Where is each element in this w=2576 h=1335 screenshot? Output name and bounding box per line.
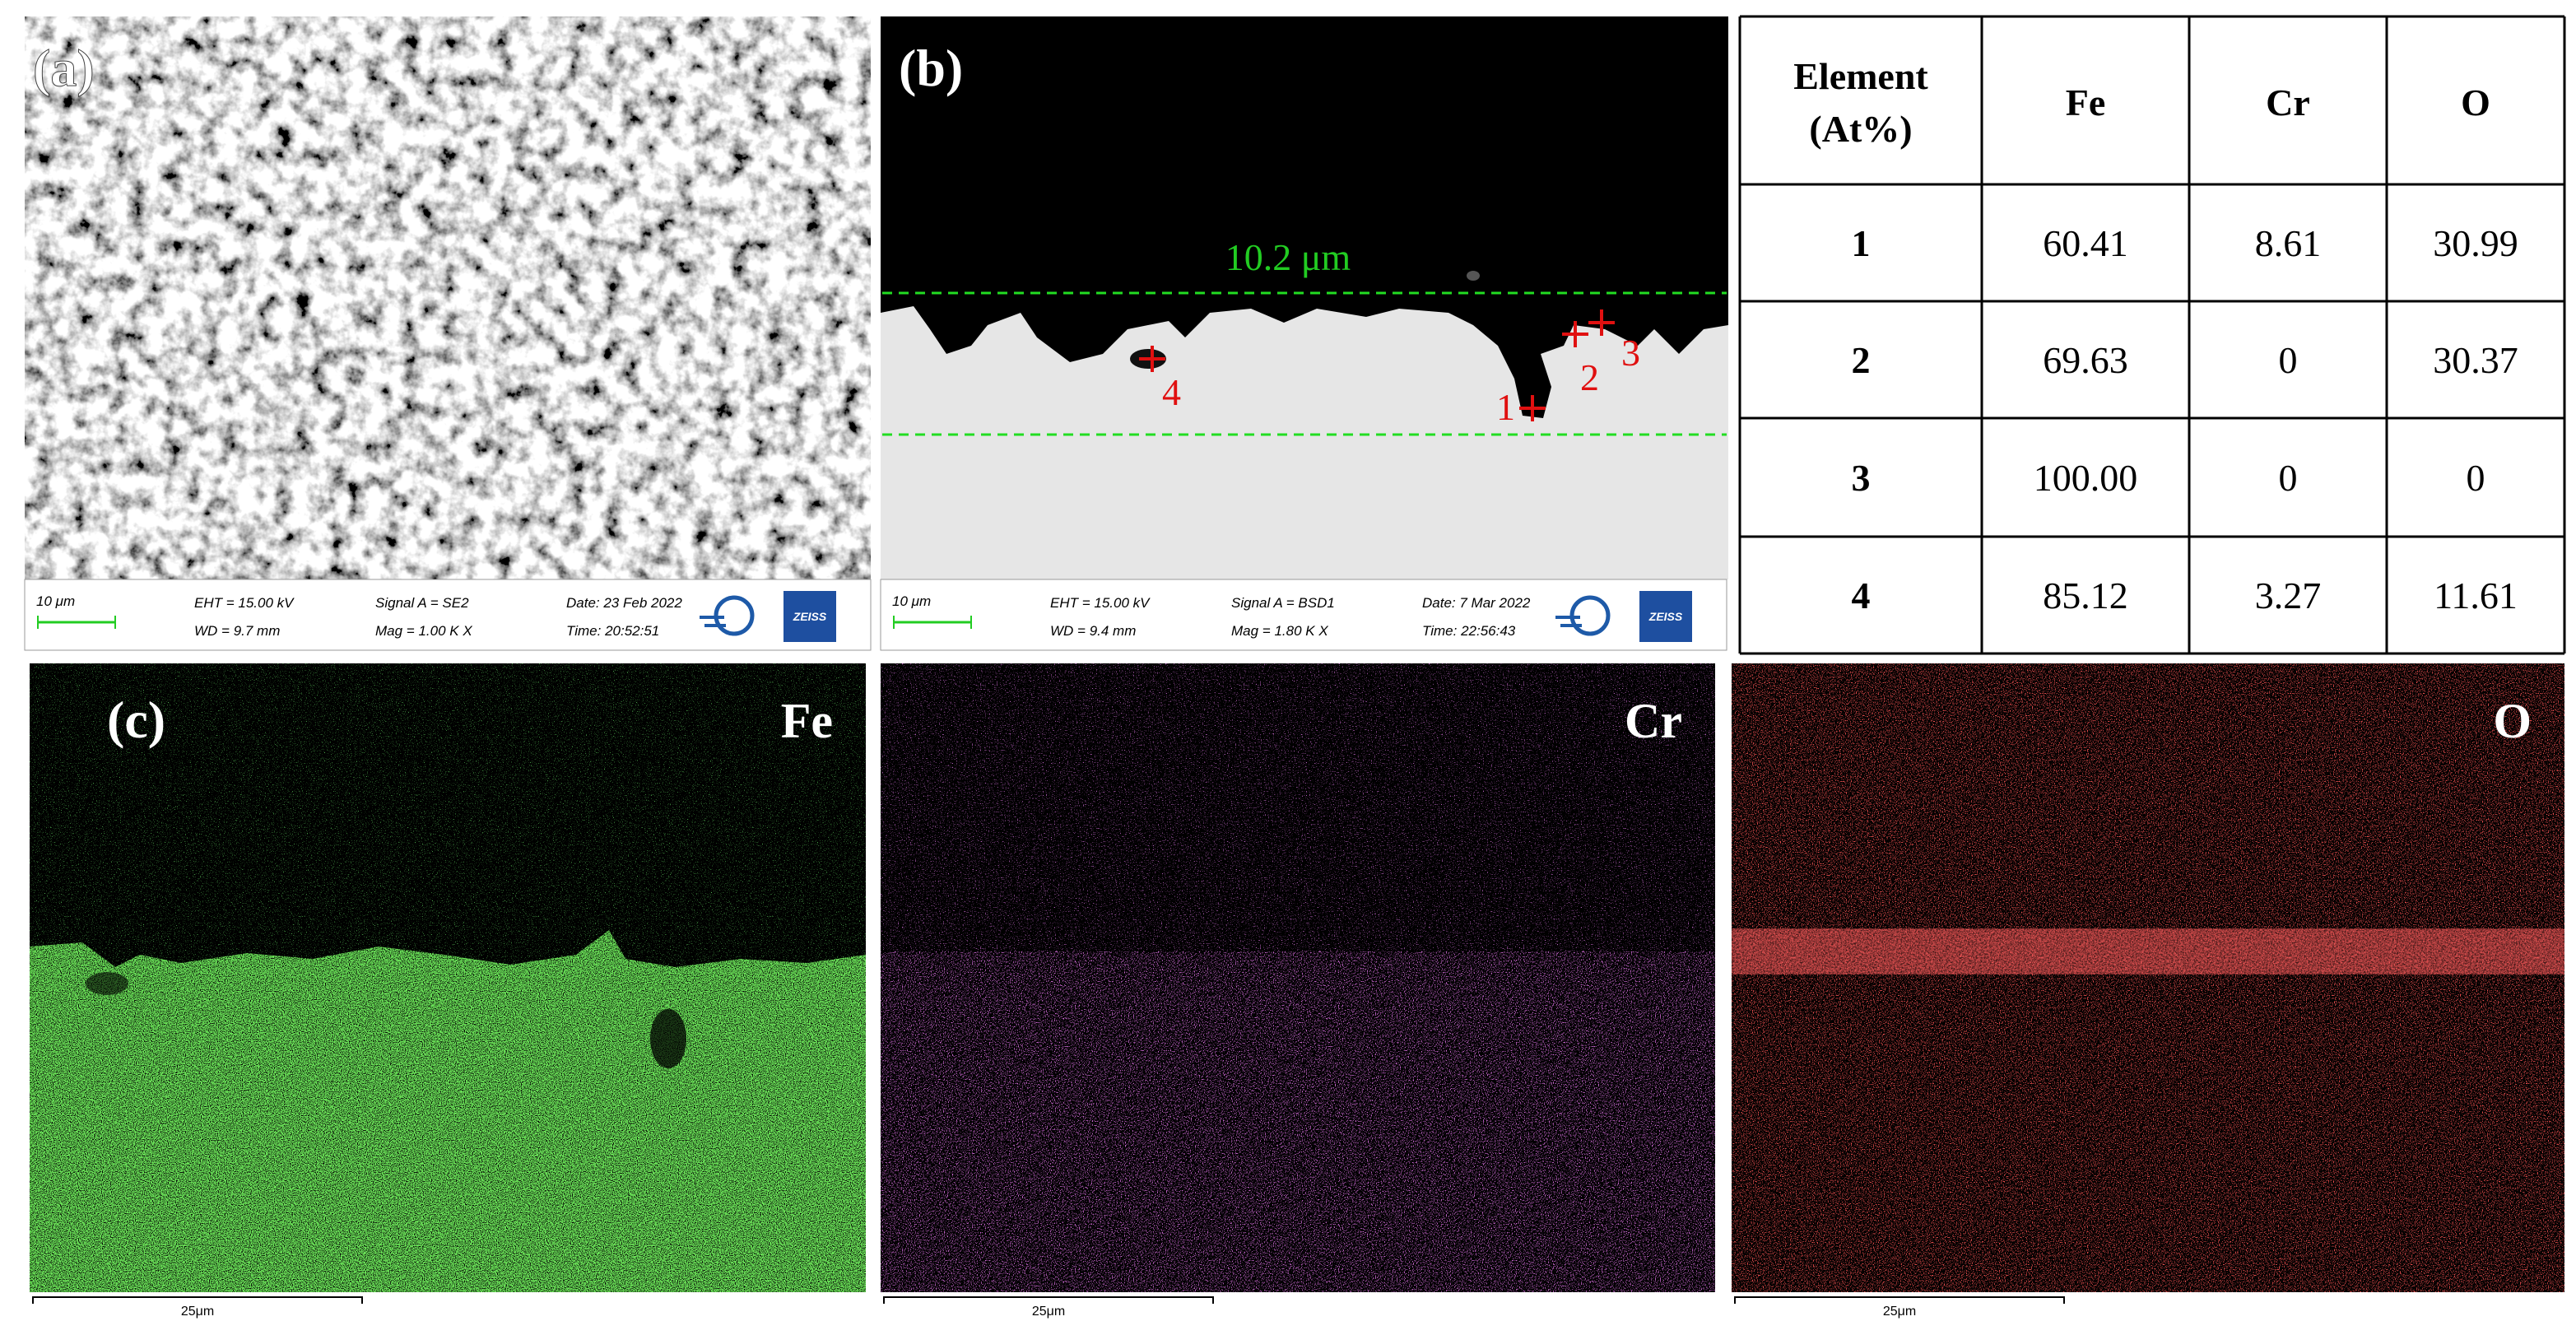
header-cell: O	[2461, 81, 2490, 123]
sem-image	[25, 16, 871, 579]
scale-label: 25μm	[1883, 1305, 1916, 1319]
scale-bar	[883, 1296, 1214, 1304]
table-cell: 11.61	[2434, 574, 2518, 616]
info-wd: WD = 9.4 mm	[1050, 623, 1136, 639]
info-mag: Mag = 1.80 K X	[1231, 623, 1328, 639]
panel-label: (c)	[107, 691, 165, 749]
element-label: Fe	[781, 694, 833, 748]
particle	[1467, 271, 1480, 281]
table-cell: 4	[1852, 574, 1871, 616]
logo	[700, 616, 726, 627]
eds-maps: (c) Fe 25μm Cr 25μm O 25μm	[30, 663, 2564, 1319]
table-cell: 3.27	[2255, 574, 2322, 616]
scale-bar	[32, 1296, 363, 1304]
table-cell: 100.00	[2034, 457, 2138, 499]
header-unit: (At%)	[1809, 108, 1912, 150]
brand-box	[783, 591, 836, 642]
header-cell: Element	[1793, 55, 1928, 97]
info-signal: Signal A = SE2	[375, 595, 469, 611]
info-date: Date: 7 Mar 2022	[1422, 595, 1531, 611]
point-label: 2	[1580, 356, 1599, 398]
fe-depletion	[86, 972, 128, 995]
header-cell: Fe	[2066, 81, 2106, 123]
panel-label: (b)	[899, 39, 963, 97]
element-label: O	[2493, 694, 2532, 748]
table-cell: 0	[2467, 457, 2485, 499]
info-bar: 10 μm EHT = 15.00 kV WD = 9.4 mm Signal A =…	[880, 579, 1727, 651]
brand-box	[1639, 591, 1692, 642]
scale-label: 10 μm	[36, 593, 75, 609]
info-eht: EHT = 15.00 kV	[194, 595, 295, 611]
thickness-label: 10.2 μm	[1225, 236, 1351, 278]
info-mag: Mag = 1.00 K X	[375, 623, 472, 639]
scale-label: 25μm	[181, 1305, 214, 1319]
scale-bar	[1734, 1296, 2065, 1304]
table-cell: 85.12	[2043, 574, 2128, 616]
panel-b: 10.2 μm (b) 1 23 4 10 μm EHT = 15.00 kV WD =…	[880, 16, 1728, 651]
info-signal: Signal A = BSD1	[1231, 595, 1335, 611]
fe-depletion	[650, 1009, 686, 1068]
panel-label: (a)	[33, 39, 95, 97]
info-eht: EHT = 15.00 kV	[1050, 595, 1151, 611]
bar-background	[24, 579, 872, 651]
info-date: Date: 23 Feb 2022	[566, 595, 682, 611]
point-marker	[1562, 321, 1588, 347]
element-label: Cr	[1625, 694, 1682, 748]
table-cell: 8.61	[2255, 222, 2322, 264]
table-cell: 3	[1852, 457, 1871, 499]
point-marker	[1139, 346, 1165, 372]
bar-background	[880, 579, 1727, 651]
substrate	[881, 306, 1728, 579]
cr-map-sparse	[881, 663, 1715, 951]
point-marker	[1519, 395, 1546, 421]
point-label: 3	[1621, 332, 1640, 374]
table-cell: 1	[1852, 222, 1871, 264]
analysis-points: 1 23 4	[1139, 309, 1640, 428]
info-bar: 10 μm EHT = 15.00 kV WD = 9.7 mm Signal A =…	[24, 579, 872, 651]
brand: ZEISS	[1648, 610, 1683, 623]
brand: ZEISS	[793, 610, 827, 623]
info-time: Time: 22:56:43	[1422, 623, 1516, 639]
info-wd: WD = 9.7 mm	[194, 623, 280, 639]
table-cell: 69.63	[2043, 339, 2128, 381]
o-map	[1732, 663, 2564, 1292]
logo	[1555, 616, 1582, 627]
point-label: 4	[1162, 371, 1181, 413]
o-map-band	[1732, 928, 2564, 975]
table-cell: 60.41	[2043, 222, 2128, 264]
table-cell: 30.37	[2433, 339, 2518, 381]
scale-label: 25μm	[1032, 1305, 1065, 1319]
point-label: 1	[1496, 386, 1515, 428]
panel-a: (a) 10 μm EHT = 15.00 kV WD = 9.7 mm Signal…	[24, 16, 872, 651]
table-cell: 30.99	[2433, 222, 2518, 264]
point-marker	[1588, 309, 1615, 336]
fe-map-sparse	[30, 663, 866, 976]
fe-map-dense	[30, 930, 866, 1292]
header-cell: Cr	[2266, 81, 2310, 123]
table-cell: 2	[1852, 339, 1871, 381]
composition-table: Element Fe Cr O (At%) 1 60.41 8.61 30.99 2 69.63 0 3…	[1738, 15, 2566, 655]
table-cell: 0	[2279, 339, 2298, 381]
info-time: Time: 20:52:51	[566, 623, 659, 639]
cr-map	[881, 951, 1715, 1292]
scale-label: 10 μm	[892, 593, 931, 609]
table-cell: 0	[2279, 457, 2298, 499]
